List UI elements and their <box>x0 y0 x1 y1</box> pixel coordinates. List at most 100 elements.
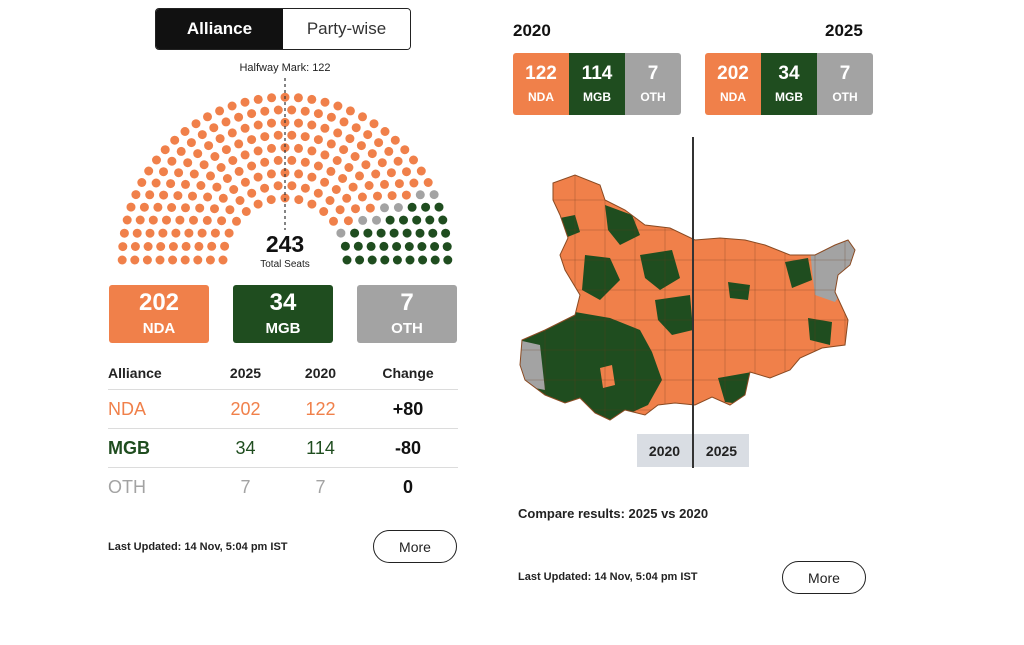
seat-dot-nda <box>380 127 390 136</box>
seat-dot-nda <box>342 193 352 203</box>
table-header: Alliance 2025 2020 Change <box>108 356 458 390</box>
header-2020: 2020 <box>304 364 337 381</box>
seat-dot-nda <box>365 203 375 213</box>
mgb-2020-box: 114 MGB <box>569 53 625 115</box>
seat-dot-nda <box>220 241 230 251</box>
nda-2025-box: 202 NDA <box>705 53 761 115</box>
seat-dot-nda <box>240 150 250 160</box>
seat-dot-nda <box>364 181 374 190</box>
more-button-right[interactable]: More <box>782 561 866 594</box>
seat-dot-nda <box>181 179 190 189</box>
seat-dot-nda <box>320 97 330 107</box>
seat-dot-nda <box>320 123 330 133</box>
seat-dot-nda <box>175 215 185 225</box>
seat-dot-nda <box>210 228 220 238</box>
seat-dot-nda <box>348 182 358 192</box>
row-change: 0 <box>402 477 413 497</box>
seat-dot-mgb <box>418 255 428 265</box>
seat-dot-mgb <box>405 255 415 265</box>
hemicycle-chart: 243 Total Seats <box>117 78 453 270</box>
table-row-nda: NDA 202 122 +80 <box>108 390 458 429</box>
seat-dot-nda <box>326 166 336 176</box>
seat-dot-nda <box>229 185 239 194</box>
compare-slider-handle[interactable] <box>692 137 694 468</box>
seat-dot-nda <box>131 190 141 200</box>
seat-dot-nda <box>423 178 433 187</box>
seat-dot-nda <box>355 171 364 181</box>
seat-dot-nda <box>210 152 220 161</box>
seat-dot-nda <box>228 156 238 165</box>
seat-dot-nda <box>126 202 136 212</box>
seat-dot-nda <box>186 138 196 148</box>
seat-dot-nda <box>343 216 353 226</box>
more-button-left[interactable]: More <box>373 530 457 563</box>
seat-dot-nda <box>132 228 142 238</box>
seat-dot-nda <box>320 150 330 160</box>
seat-dot-nda <box>401 190 411 200</box>
seat-dot-nda <box>188 191 197 201</box>
seat-dot-nda <box>313 161 323 171</box>
seat-dot-nda <box>118 242 128 252</box>
seat-dot-nda <box>287 155 297 165</box>
seat-dot-mgb <box>434 202 444 212</box>
seat-dot-nda <box>332 156 342 165</box>
oth-2025-label: OTH <box>832 90 858 104</box>
map-2020-region-center-south <box>655 295 693 335</box>
tab-alliance[interactable]: Alliance <box>156 9 283 49</box>
seat-dot-nda <box>329 216 338 226</box>
seat-dot-nda <box>195 203 205 213</box>
map-2025-region-northeast <box>785 258 812 288</box>
seat-dot-nda <box>143 242 153 251</box>
seat-dot-nda <box>369 119 379 129</box>
seat-dot-nda <box>326 139 336 149</box>
seat-dot-nda <box>221 145 231 155</box>
seat-dot-nda <box>158 228 168 238</box>
seat-dot-nda <box>247 109 257 119</box>
seat-dot-nda <box>390 135 400 145</box>
seat-dot-nda <box>159 190 169 200</box>
seat-dot-nda <box>345 134 355 144</box>
seat-dot-nda <box>273 130 283 140</box>
seat-dot-nda <box>374 138 384 148</box>
seat-dot-nda <box>253 172 263 182</box>
nda-2020-box: 122 NDA <box>513 53 569 115</box>
seat-dot-nda <box>139 202 149 212</box>
nda-2025-count: 202 <box>717 63 749 84</box>
seat-dot-nda <box>345 106 355 116</box>
seat-dot-nda <box>189 215 198 225</box>
seat-dot-nda <box>227 101 237 111</box>
seat-dot-nda <box>267 93 277 103</box>
map-2020-region-oth <box>520 340 545 390</box>
seat-dot-nda <box>151 178 161 188</box>
seat-dot-nda <box>300 183 310 193</box>
seat-dot-nda <box>351 123 361 133</box>
seat-dot-nda <box>194 241 204 251</box>
seat-dot-nda <box>137 178 147 187</box>
total-seats-label: Total Seats <box>260 259 309 270</box>
row-alliance: MGB <box>108 437 150 458</box>
seat-dot-nda <box>216 163 226 172</box>
seat-dot-nda <box>307 94 317 104</box>
year-label-2025: 2025 <box>825 21 863 40</box>
row-2020: 7 <box>315 477 326 497</box>
seat-dot-nda <box>181 241 191 251</box>
seat-dot-mgb <box>428 228 438 238</box>
seat-dot-nda <box>145 228 155 238</box>
seat-dot-nda <box>184 228 194 238</box>
seat-dot-mgb <box>407 202 417 212</box>
seat-dot-nda <box>287 181 297 191</box>
seat-dot-nda <box>167 203 177 212</box>
seat-dot-nda <box>204 141 214 151</box>
seat-dot-nda <box>183 158 193 168</box>
tab-party-wise[interactable]: Party-wise <box>283 9 410 49</box>
seat-dot-mgb <box>442 242 452 252</box>
mgb-2025-box: 34 MGB <box>761 53 817 115</box>
mgb-2020-count: 114 <box>581 63 613 84</box>
map-2020-region-west <box>582 255 620 300</box>
seat-dot-nda <box>215 106 225 116</box>
seat-dot-nda <box>119 228 129 238</box>
seat-dot-nda <box>181 203 190 213</box>
seat-dot-nda <box>339 117 349 127</box>
map-2020-region-central <box>640 250 680 290</box>
seat-dot-nda <box>400 145 410 155</box>
